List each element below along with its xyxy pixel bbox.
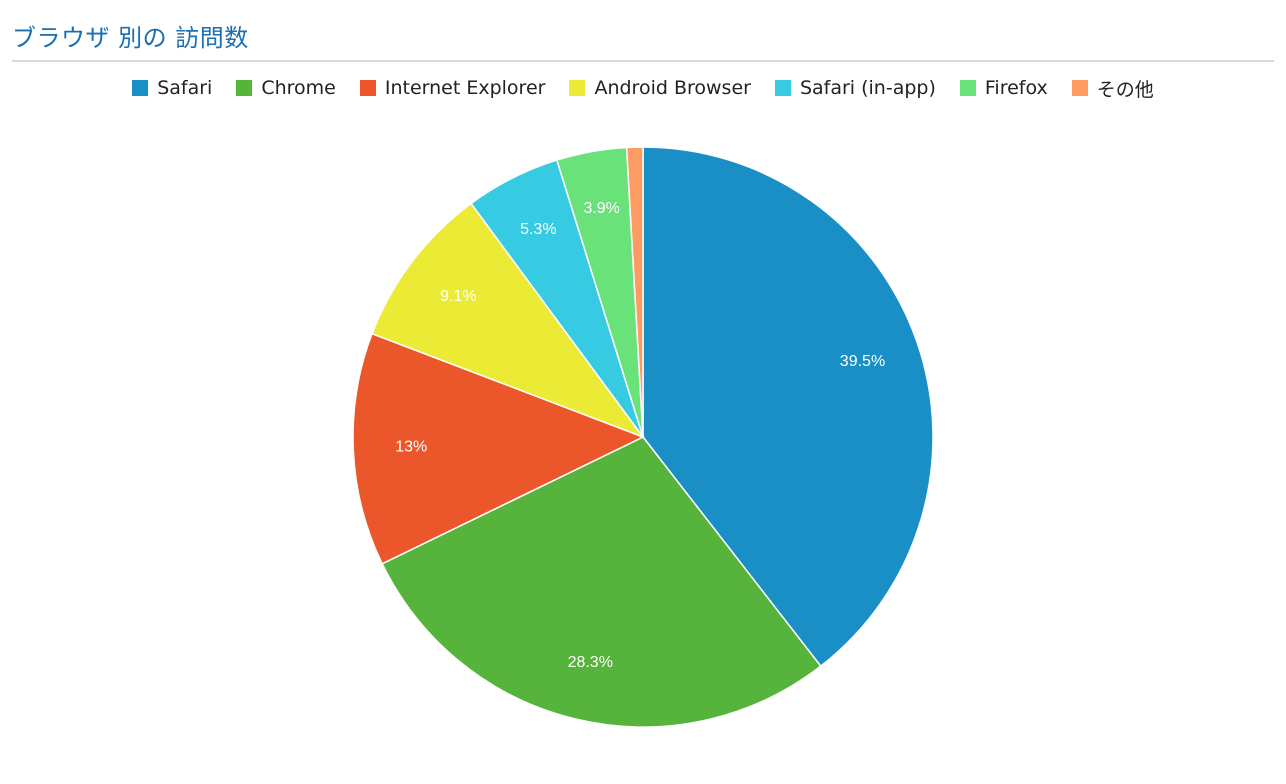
legend-swatch <box>132 80 149 96</box>
legend-item-safari-in-app[interactable]: Safari (in-app) <box>774 77 936 99</box>
legend-swatch <box>359 80 376 96</box>
slice-data-label: 3.9% <box>583 200 619 217</box>
legend: Safari Chrome Internet Explorer Android … <box>0 75 1286 101</box>
legend-label: Android Browser <box>594 77 751 99</box>
legend-swatch <box>1071 80 1088 96</box>
pie-slice-safari[interactable] <box>642 146 934 668</box>
slice-data-label: 13% <box>395 438 427 455</box>
pie-slice-[interactable] <box>625 146 644 438</box>
pie-slice-android-browser[interactable] <box>371 202 646 439</box>
legend-item-safari[interactable]: Safari <box>132 77 212 99</box>
title-divider <box>12 60 1274 62</box>
legend-label: Chrome <box>261 77 336 99</box>
chart-title: ブラウザ 別の 訪問数 <box>12 24 249 52</box>
legend-item-chrome[interactable]: Chrome <box>236 77 336 99</box>
slice-data-label: 39.5% <box>840 353 885 370</box>
pie-slice-chrome[interactable] <box>381 436 822 728</box>
slice-data-label: 9.1% <box>440 288 476 305</box>
legend-swatch <box>774 80 791 96</box>
legend-label: その他 <box>1096 78 1154 101</box>
legend-label: Firefox <box>984 77 1048 99</box>
legend-swatch <box>569 80 586 96</box>
slice-data-label: 5.3% <box>520 221 556 238</box>
legend-item-android-browser[interactable]: Android Browser <box>569 77 751 99</box>
slice-data-label: 28.3% <box>568 654 613 671</box>
legend-swatch <box>236 80 253 96</box>
pie-slice-internet-explorer[interactable] <box>352 332 645 565</box>
legend-item-firefox[interactable]: Firefox <box>959 77 1048 99</box>
legend-label: Internet Explorer <box>384 77 546 99</box>
legend-item-internet-explorer[interactable]: Internet Explorer <box>359 77 546 99</box>
legend-item-other[interactable]: その他 <box>1071 75 1154 102</box>
legend-label: Safari (in-app) <box>799 77 936 99</box>
legend-label: Safari <box>157 77 213 99</box>
legend-swatch <box>959 80 976 96</box>
